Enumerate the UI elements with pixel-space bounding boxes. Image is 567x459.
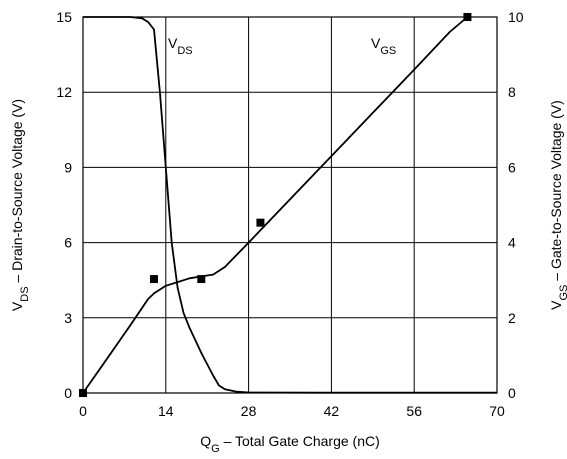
marker-layer bbox=[79, 13, 472, 397]
series-line-vds bbox=[83, 16, 497, 394]
x-tick-label: 14 bbox=[158, 403, 174, 419]
y-left-tick-label: 0 bbox=[64, 385, 72, 401]
y-left-tick-label: 9 bbox=[64, 159, 72, 175]
series-line-vgs bbox=[82, 16, 468, 394]
x-tick-label: 0 bbox=[79, 403, 87, 419]
y-right-axis-title: VGS – Gate-to-Source Voltage (V) bbox=[548, 100, 567, 310]
x-tick-label: 28 bbox=[241, 403, 257, 419]
x-tick-label: 56 bbox=[406, 403, 422, 419]
x-tick-label: 42 bbox=[324, 403, 340, 419]
plot-frame bbox=[82, 16, 498, 394]
y-left-tick-label: 6 bbox=[64, 235, 72, 251]
series-label-vds: VDS bbox=[168, 35, 193, 57]
y-right-tick-label: 8 bbox=[508, 84, 516, 100]
y-right-tick-label: 6 bbox=[508, 159, 516, 175]
y-right-tick-label: 0 bbox=[508, 385, 516, 401]
data-marker bbox=[79, 389, 87, 397]
y-right-tick-label: 4 bbox=[508, 235, 516, 251]
y-left-tick-label: 12 bbox=[56, 84, 72, 100]
grid-lines bbox=[83, 17, 497, 393]
y-right-tick-label: 2 bbox=[508, 310, 516, 326]
series-layer bbox=[82, 16, 497, 394]
data-marker bbox=[463, 13, 472, 21]
series-label-vgs: VGS bbox=[371, 35, 396, 57]
data-marker bbox=[256, 218, 265, 227]
y-left-tick-label: 3 bbox=[64, 310, 72, 326]
x-tick-label: 70 bbox=[489, 403, 505, 419]
y-right-tick-label: 10 bbox=[508, 9, 524, 25]
x-axis-title: QG – Total Gate Charge (nC) bbox=[200, 433, 380, 455]
data-marker bbox=[149, 275, 158, 284]
y-left-axis-title: VDS – Drain-to-Source Voltage (V) bbox=[9, 99, 31, 311]
y-left-tick-label: 15 bbox=[56, 9, 72, 25]
data-marker bbox=[197, 275, 206, 284]
